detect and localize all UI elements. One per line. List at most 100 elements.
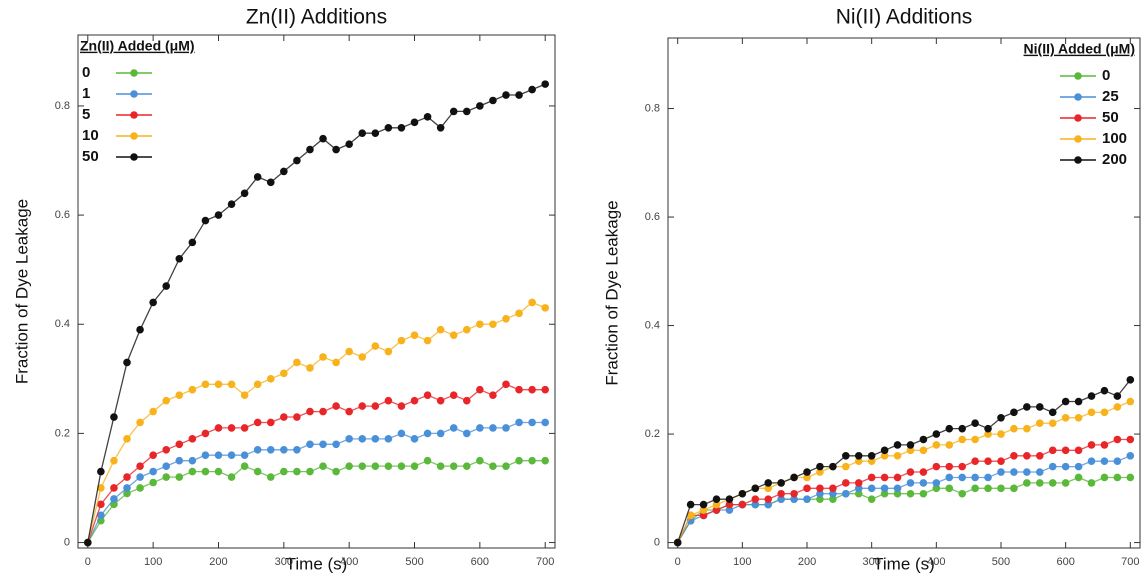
data-point — [764, 500, 773, 509]
data-point — [932, 479, 941, 487]
data-point — [280, 445, 288, 454]
data-point — [253, 173, 262, 181]
data-point — [371, 462, 380, 470]
data-point — [1048, 446, 1057, 455]
legend-label: 1 — [82, 85, 90, 102]
data-point — [1074, 413, 1083, 422]
data-point — [1074, 473, 1083, 482]
data-point — [253, 445, 262, 454]
y-tick-label: 0.2 — [645, 428, 660, 440]
data-point — [476, 385, 484, 394]
data-point — [462, 462, 471, 470]
data-point — [515, 418, 523, 427]
data-point — [240, 462, 249, 470]
data-point — [410, 118, 419, 127]
data-point — [188, 385, 197, 394]
data-point — [725, 495, 734, 503]
data-point — [1023, 424, 1031, 433]
data-point — [738, 500, 747, 509]
data-point — [699, 511, 708, 520]
legend-marker — [1074, 72, 1082, 80]
data-point — [803, 495, 811, 503]
data-point — [462, 107, 471, 116]
data-point — [136, 462, 144, 470]
data-point — [1010, 484, 1018, 493]
data-point — [945, 473, 954, 482]
y-tick-label: 0.2 — [55, 427, 70, 439]
data-point — [358, 435, 367, 443]
data-point — [712, 500, 721, 509]
data-point — [214, 424, 223, 432]
data-point — [371, 129, 380, 138]
data-point — [149, 451, 157, 460]
data-point — [319, 440, 327, 449]
data-point — [214, 451, 223, 460]
data-point — [528, 85, 536, 94]
data-point — [214, 380, 223, 389]
data-point — [958, 489, 966, 498]
data-point — [1126, 451, 1135, 460]
data-point — [1113, 457, 1122, 465]
data-point — [932, 430, 941, 438]
data-point — [240, 424, 249, 432]
data-point — [358, 129, 367, 138]
data-point — [123, 489, 131, 498]
data-point — [541, 385, 549, 394]
data-point — [854, 451, 863, 460]
data-point — [489, 391, 497, 399]
data-point — [1100, 441, 1109, 449]
data-point — [332, 402, 340, 410]
data-point — [110, 500, 118, 509]
data-point — [358, 402, 367, 410]
x-tick-label: 0 — [675, 556, 681, 568]
data-point — [932, 441, 941, 449]
data-point — [462, 396, 471, 405]
data-point — [162, 396, 171, 405]
data-point — [906, 441, 915, 449]
legend-marker — [130, 69, 138, 77]
data-point — [280, 413, 288, 421]
data-point — [162, 462, 171, 470]
data-point — [945, 462, 954, 471]
data-point — [227, 473, 236, 481]
legend-label: 10 — [82, 127, 99, 144]
data-point — [436, 462, 445, 470]
data-point — [502, 424, 510, 432]
data-point — [293, 156, 301, 165]
y-tick-label: 0.4 — [645, 319, 660, 331]
legend-label: 25 — [1102, 88, 1119, 105]
x-tick-label: 600 — [471, 556, 489, 568]
data-point — [997, 457, 1005, 465]
data-point — [867, 484, 876, 493]
legend-marker — [130, 153, 138, 161]
x-tick-label: 200 — [798, 556, 816, 568]
data-point — [502, 462, 510, 470]
data-point — [489, 424, 497, 432]
data-point — [971, 473, 979, 482]
data-point — [1113, 392, 1122, 400]
legend-marker — [130, 132, 138, 140]
legend-title: Zn(II) Added (μM) — [80, 38, 195, 54]
data-point — [332, 145, 340, 154]
data-point — [919, 435, 928, 444]
data-point — [1100, 386, 1109, 395]
data-point — [541, 456, 549, 465]
x-tick-label: 700 — [536, 556, 554, 568]
data-point — [436, 396, 445, 405]
data-point — [984, 430, 992, 438]
data-point — [201, 216, 210, 225]
y-tick-label: 0 — [654, 536, 660, 548]
data-point — [790, 495, 798, 503]
data-point — [214, 467, 223, 476]
data-point — [201, 429, 210, 438]
data-point — [738, 489, 747, 498]
legend-marker — [1074, 114, 1082, 122]
data-point — [188, 238, 197, 247]
data-point — [489, 320, 497, 329]
series-line — [677, 455, 1131, 543]
data-point — [1074, 397, 1083, 406]
data-point — [136, 325, 144, 334]
data-point — [384, 347, 393, 356]
data-point — [123, 358, 131, 367]
